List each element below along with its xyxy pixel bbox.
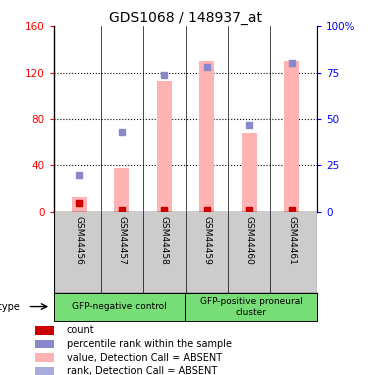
Bar	[35, 367, 54, 375]
Text: GSM44457: GSM44457	[117, 216, 126, 265]
Bar	[35, 340, 54, 348]
Text: GSM44456: GSM44456	[75, 216, 84, 265]
Text: count: count	[67, 326, 94, 335]
Text: rank, Detection Call = ABSENT: rank, Detection Call = ABSENT	[67, 366, 217, 375]
Point	[289, 207, 295, 213]
Bar	[157, 81, 172, 212]
Text: GFP-positive proneural
cluster: GFP-positive proneural cluster	[200, 297, 303, 316]
Point	[161, 72, 167, 78]
Text: cell type: cell type	[0, 302, 20, 312]
Point	[76, 200, 82, 206]
Point	[119, 129, 125, 135]
Point	[246, 207, 252, 213]
Text: GFP-negative control: GFP-negative control	[72, 302, 167, 311]
Title: GDS1068 / 148937_at: GDS1068 / 148937_at	[109, 11, 262, 25]
Point	[119, 207, 125, 213]
Point	[76, 172, 82, 178]
Text: GSM44458: GSM44458	[160, 216, 169, 265]
Bar	[114, 168, 129, 212]
FancyBboxPatch shape	[54, 292, 185, 321]
Bar	[284, 61, 299, 212]
Text: GSM44459: GSM44459	[202, 216, 211, 265]
Bar	[35, 326, 54, 335]
Text: value, Detection Call = ABSENT: value, Detection Call = ABSENT	[67, 352, 222, 363]
Text: GSM44460: GSM44460	[245, 216, 254, 265]
Point	[289, 60, 295, 66]
Bar	[35, 353, 54, 362]
Bar	[199, 61, 214, 212]
Bar	[242, 133, 257, 212]
Point	[204, 207, 210, 213]
Point	[204, 64, 210, 70]
FancyBboxPatch shape	[186, 292, 317, 321]
Text: percentile rank within the sample: percentile rank within the sample	[67, 339, 232, 349]
Bar	[72, 197, 87, 212]
Point	[246, 122, 252, 128]
Point	[161, 207, 167, 213]
Text: GSM44461: GSM44461	[287, 216, 296, 265]
